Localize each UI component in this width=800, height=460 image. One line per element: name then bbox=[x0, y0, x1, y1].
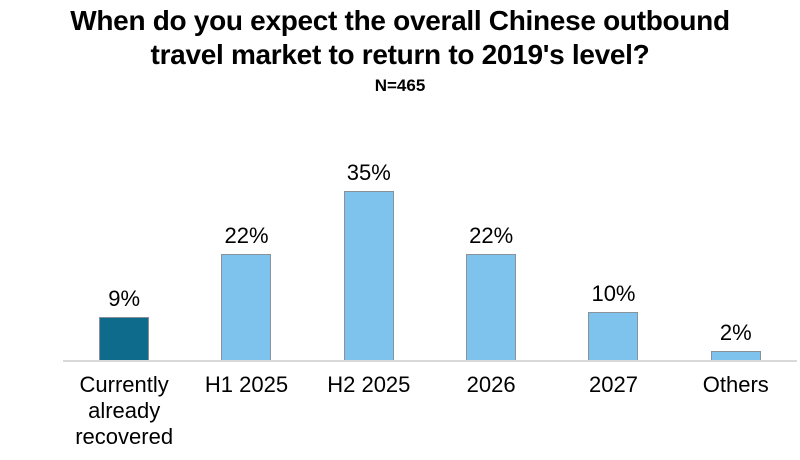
category-label: H2 2025 bbox=[327, 372, 411, 397]
category-label: Currently already recovered bbox=[75, 372, 174, 449]
bar-value-label: 22% bbox=[469, 223, 514, 248]
bar-column: 35% bbox=[308, 130, 430, 361]
bar-column: 22% bbox=[430, 130, 552, 361]
bar-value-label: 10% bbox=[591, 281, 636, 306]
bar-column: 22% bbox=[185, 130, 307, 361]
category-label: 2027 bbox=[589, 372, 638, 397]
bar bbox=[221, 254, 272, 361]
bar bbox=[343, 191, 394, 361]
bar-value-label: 9% bbox=[108, 286, 141, 311]
bar-column: 9% bbox=[63, 130, 185, 361]
bar-value-label: 22% bbox=[224, 223, 269, 248]
category-label: Others bbox=[702, 372, 769, 397]
bars-row: 9% 22% 35% 22% 10% 2% bbox=[63, 130, 797, 361]
bar-value-label: 2% bbox=[719, 320, 752, 345]
page-title: When do you expect the overall Chinese o… bbox=[0, 4, 800, 72]
bar bbox=[99, 317, 150, 361]
bar bbox=[466, 254, 517, 361]
bar-value-label: 35% bbox=[346, 160, 391, 185]
x-axis-line bbox=[63, 360, 797, 362]
category-label: H1 2025 bbox=[204, 372, 289, 397]
page-title-line-2: travel market to return to 2019's level? bbox=[150, 39, 650, 70]
sample-size-label: N=465 bbox=[374, 76, 426, 95]
categories-row: Currently already recovered H1 2025 H2 202… bbox=[63, 372, 797, 450]
page-title-line-1: When do you expect the overall Chinese o… bbox=[70, 5, 730, 36]
bar-column: 2% bbox=[675, 130, 797, 361]
bar-column: 10% bbox=[552, 130, 674, 361]
bar bbox=[588, 312, 639, 361]
category-label: 2026 bbox=[466, 372, 516, 397]
